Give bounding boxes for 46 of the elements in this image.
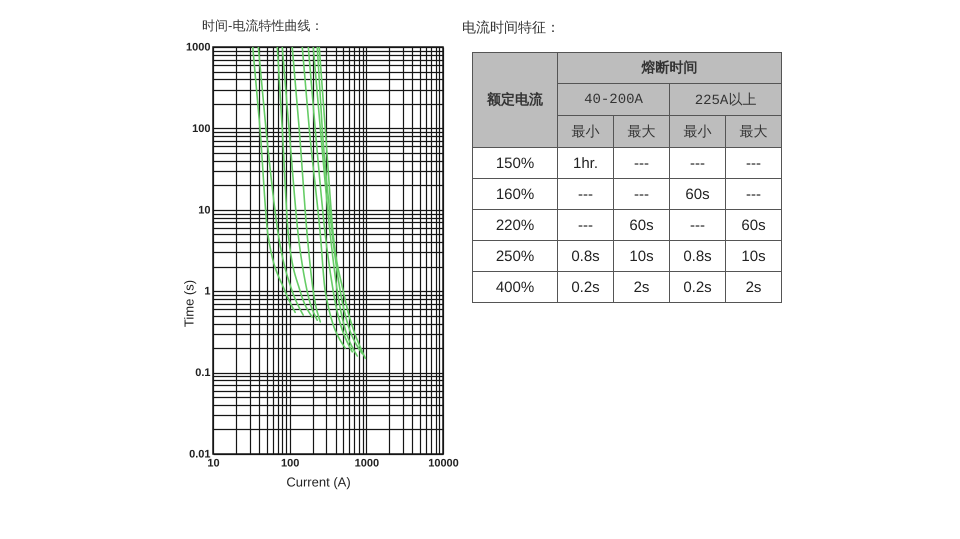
text: 1hr.	[572, 154, 598, 172]
category-label: 最大	[614, 116, 670, 148]
text: 电流时间特征：	[462, 18, 561, 37]
text: 10s	[629, 248, 654, 264]
y-tick-label: 1000	[186, 42, 210, 54]
text: ---	[634, 186, 649, 202]
x-tick-label: 10	[207, 458, 220, 470]
y-tick-label: 0.1	[195, 367, 210, 380]
x-tick-label: 1000	[354, 458, 380, 470]
category-label: 250%	[496, 248, 534, 264]
category-label: 150%	[496, 154, 534, 172]
y-tick-label: 1	[204, 286, 210, 298]
text: ---	[690, 216, 705, 234]
text: 225A以上	[670, 84, 782, 116]
text: ---	[634, 154, 649, 172]
text: 2s	[634, 278, 650, 296]
chart-title: 时间-电流特性曲线：	[202, 18, 324, 33]
x-axis-title: Current (A)	[286, 474, 351, 490]
text: 10s	[741, 248, 766, 264]
y-axis-title: Time (s)	[182, 280, 196, 328]
text: 40-200A	[558, 84, 670, 116]
text: 0.2s	[571, 278, 600, 296]
text: ---	[746, 186, 761, 202]
text: ---	[578, 216, 593, 234]
category-label: 220%	[496, 216, 534, 234]
text: 额定电流	[472, 52, 558, 148]
text: 0.8s	[571, 248, 600, 264]
category-label: 400%	[496, 278, 534, 296]
text: 0.8s	[683, 248, 712, 264]
text: 60s	[685, 186, 710, 202]
y-tick-label: 100	[192, 122, 210, 135]
text: 60s	[741, 216, 766, 234]
text: ---	[578, 186, 593, 202]
category-label: 最小	[670, 116, 726, 148]
text: ---	[746, 154, 761, 172]
text: 熔断时间	[558, 52, 782, 84]
x-tick-label: 100	[280, 458, 300, 470]
text: 60s	[629, 216, 654, 234]
category-label: 最大	[726, 116, 782, 148]
text: ---	[690, 154, 705, 172]
text: 0.2s	[683, 278, 712, 296]
text: 2s	[746, 278, 762, 296]
y-tick-label: 10	[198, 204, 210, 216]
category-label: 最小	[558, 116, 614, 148]
x-tick-label: 10000	[428, 458, 459, 470]
category-label: 160%	[496, 186, 534, 202]
